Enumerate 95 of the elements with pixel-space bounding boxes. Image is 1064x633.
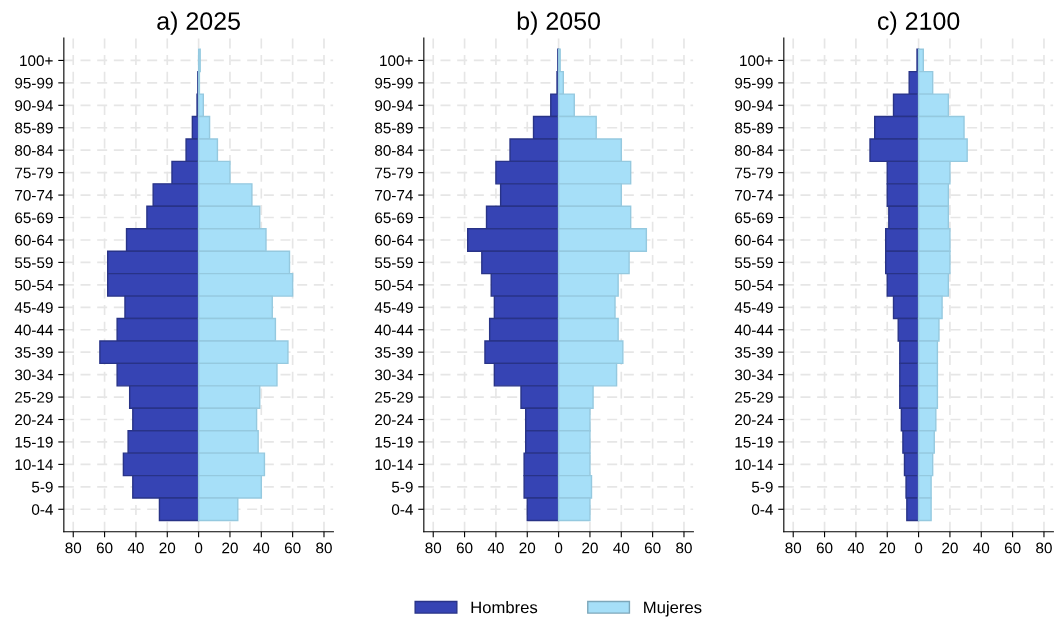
x-tick-label: 40 xyxy=(973,542,990,554)
y-tick-label: 90-94 xyxy=(15,100,53,111)
y-tick-label: 0-4 xyxy=(31,504,53,515)
x-tick-label: 20 xyxy=(159,542,176,554)
chart-title: c) 2100 xyxy=(877,11,960,35)
y-tick-label: 10-14 xyxy=(735,459,773,471)
y-tick-label: 50-54 xyxy=(14,279,53,291)
y-tick-label: 15-19 xyxy=(735,436,773,448)
y-tick-label: 85-89 xyxy=(15,122,53,134)
y-tick-label: 80-84 xyxy=(15,145,53,156)
y-tick-label: 45-49 xyxy=(374,302,413,313)
x-tick-label: 80 xyxy=(316,542,332,554)
y-tick-label: 25-29 xyxy=(735,391,773,403)
x-tick-label: 20 xyxy=(879,542,896,554)
y-tick-label: 20-24 xyxy=(375,414,413,426)
x-tick-label: 40 xyxy=(253,542,270,554)
y-tick-label: 100+ xyxy=(740,55,773,67)
y-tick-label: 30-34 xyxy=(14,369,53,381)
y-tick-label: 75-79 xyxy=(375,167,413,179)
y-tick-label: 100+ xyxy=(20,55,53,67)
legend-label: Hombres xyxy=(471,601,538,614)
y-tick-label: 90-94 xyxy=(375,100,413,111)
y-tick-label: 20-24 xyxy=(15,414,53,426)
y-tick-label: 55-59 xyxy=(374,257,413,269)
x-tick-label: 40 xyxy=(847,542,864,554)
x-tick-label: 0 xyxy=(554,542,563,554)
y-tick-label: 70-74 xyxy=(735,189,773,201)
y-tick-label: 45-49 xyxy=(734,302,773,313)
x-tick-label: 0 xyxy=(194,542,203,554)
chart-title: a) 2025 xyxy=(157,11,240,35)
y-tick-label: 55-59 xyxy=(14,257,53,269)
y-tick-label: 5-9 xyxy=(391,481,413,493)
y-tick-label: 35-39 xyxy=(374,347,413,358)
y-tick-label: 0-4 xyxy=(391,504,413,515)
y-tick-label: 30-34 xyxy=(734,369,773,381)
x-tick-label: 80 xyxy=(65,542,82,554)
y-tick-label: 15-19 xyxy=(15,436,53,448)
y-tick-label: 10-14 xyxy=(375,459,413,471)
y-tick-label: 50-54 xyxy=(734,279,773,291)
x-tick-label: 60 xyxy=(816,542,833,554)
y-tick-label: 15-19 xyxy=(375,436,413,448)
y-tick-label: 90-94 xyxy=(735,100,773,111)
y-tick-label: 65-69 xyxy=(375,212,413,224)
x-tick-label: 80 xyxy=(785,542,802,554)
y-tick-label: 25-29 xyxy=(15,391,53,403)
y-tick-label: 55-59 xyxy=(734,257,773,269)
y-tick-label: 35-39 xyxy=(14,347,53,358)
chart-title: b) 2050 xyxy=(517,11,601,35)
y-tick-label: 80-84 xyxy=(734,145,773,156)
y-tick-label: 60-64 xyxy=(735,234,773,246)
x-tick-label: 20 xyxy=(222,542,238,554)
y-tick-label: 70-74 xyxy=(375,189,413,201)
x-tick-label: 20 xyxy=(942,542,958,554)
x-tick-label: 40 xyxy=(127,542,144,554)
y-tick-label: 50-54 xyxy=(374,279,413,291)
y-tick-label: 5-9 xyxy=(751,481,773,493)
x-tick-label: 80 xyxy=(425,542,442,554)
x-tick-label: 80 xyxy=(1036,542,1052,554)
x-tick-label: 60 xyxy=(644,542,661,554)
y-tick-label: 65-69 xyxy=(735,212,773,224)
y-tick-label: 70-74 xyxy=(15,189,53,201)
y-tick-label: 25-29 xyxy=(375,391,413,403)
y-tick-label: 75-79 xyxy=(735,167,773,179)
x-tick-label: 40 xyxy=(613,542,630,554)
y-tick-label: 10-14 xyxy=(15,459,53,471)
y-tick-label: 5-9 xyxy=(31,481,53,493)
y-tick-label: 45-49 xyxy=(14,302,53,313)
y-tick-label: 20-24 xyxy=(735,414,773,426)
y-tick-label: 75-79 xyxy=(15,167,53,179)
x-tick-label: 60 xyxy=(284,542,301,554)
x-tick-label: 60 xyxy=(1004,542,1021,554)
y-tick-label: 30-34 xyxy=(374,369,413,381)
y-tick-label: 65-69 xyxy=(15,212,53,224)
x-tick-label: 40 xyxy=(487,542,504,554)
x-tick-label: 60 xyxy=(456,542,473,554)
y-tick-label: 40-44 xyxy=(734,324,773,336)
y-tick-label: 80-84 xyxy=(375,145,413,156)
y-tick-label: 85-89 xyxy=(734,122,773,134)
y-tick-label: 40-44 xyxy=(14,324,53,336)
y-tick-label: 85-89 xyxy=(375,122,413,134)
x-tick-label: 80 xyxy=(676,542,692,554)
legend-label: Mujeres xyxy=(644,601,702,617)
y-tick-label: 100+ xyxy=(380,55,413,67)
y-tick-label: 60-64 xyxy=(375,234,413,246)
y-tick-label: 95-99 xyxy=(15,77,53,89)
x-tick-label: 0 xyxy=(914,542,923,554)
y-tick-label: 40-44 xyxy=(374,324,413,336)
x-tick-label: 60 xyxy=(96,542,113,554)
y-tick-label: 35-39 xyxy=(734,347,773,358)
y-tick-label: 95-99 xyxy=(375,77,413,89)
x-tick-label: 20 xyxy=(519,542,536,554)
y-tick-label: 0-4 xyxy=(751,504,773,515)
y-tick-label: 60-64 xyxy=(15,234,53,246)
y-tick-label: 95-99 xyxy=(735,77,773,89)
x-tick-label: 20 xyxy=(582,542,598,554)
